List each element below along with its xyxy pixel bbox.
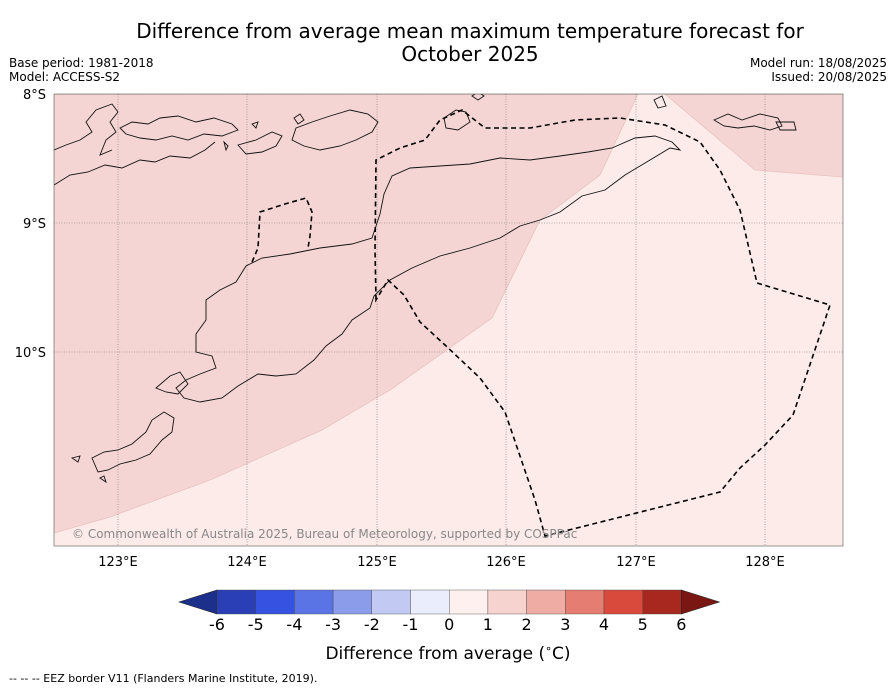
- run-info: Model run: 18/08/2025 Issued: 20/08/2025: [750, 56, 887, 84]
- lat-label-10s: 10°S: [15, 346, 46, 361]
- colorbar-tick-label: 3: [560, 615, 570, 634]
- colorbar-cell: [487, 589, 527, 615]
- model-name: Model: ACCESS-S2: [9, 70, 121, 84]
- lat-label-9s: 9°S: [23, 217, 46, 232]
- lon-label-126e: 126°E: [486, 555, 526, 570]
- map-frame: [53, 93, 844, 547]
- colorbar-cell: [332, 589, 373, 615]
- colorbar-cell: [603, 589, 643, 615]
- map-title-line2: October 2025: [401, 42, 539, 66]
- lon-labels: 123°E 124°E 125°E 126°E 127°E 128°E: [98, 555, 785, 570]
- colorbar-extension-high: [681, 589, 721, 615]
- lon-label-127e: 127°E: [616, 555, 656, 570]
- issued-date: Issued: 20/08/2025: [771, 70, 887, 84]
- colorbar-cell: [371, 589, 411, 615]
- model-run: Model run: 18/08/2025: [749, 56, 887, 70]
- colorbar-tick-label: -1: [403, 615, 419, 634]
- colorbar-tick-label: -3: [325, 615, 341, 634]
- lon-label-123e: 123°E: [98, 555, 138, 570]
- colorbar-tick-label: -2: [364, 615, 380, 634]
- anomaly-1-to-2-region-northeast: [664, 94, 843, 178]
- lat-label-8s: 8°S: [23, 88, 46, 103]
- base-period: Base period: 1981-2018: [9, 56, 154, 70]
- lon-label-128e: 128°E: [745, 555, 785, 570]
- model-info: Base period: 1981-2018 Model: ACCESS-S2: [9, 56, 154, 84]
- colorbar-tick-label: -4: [286, 615, 302, 634]
- eez-footnote: -- -- -- EEZ border V11 (Flanders Marine…: [9, 672, 318, 685]
- colorbar-cell: [216, 589, 256, 615]
- colorbar-cell: [294, 589, 334, 615]
- graticule: [54, 94, 843, 546]
- colorbar-tick-label: -5: [248, 615, 264, 634]
- colorbar-ticks: -6 -5 -4 -3 -2 -1 0 1 2 3 4 5 6: [209, 615, 686, 634]
- eez-border: [251, 109, 832, 537]
- colorbar-tick-label: 2: [522, 615, 532, 634]
- colorbar-tick-label: -6: [209, 615, 225, 634]
- colorbar-cell: [449, 589, 489, 615]
- map-area: © Commonwealth of Australia 2025, Bureau…: [54, 94, 843, 546]
- colorbar-extension-low: [178, 589, 218, 615]
- colorbar-cell: [565, 589, 605, 615]
- colorbar-cells: [178, 589, 721, 615]
- lon-label-125e: 125°E: [357, 555, 397, 570]
- colorbar-cell: [410, 589, 450, 615]
- colorbar-tick-label: 5: [638, 615, 648, 634]
- map-title: Difference from average mean maximum tem…: [90, 20, 850, 66]
- copyright-notice: © Commonwealth of Australia 2025, Bureau…: [72, 527, 577, 541]
- coastlines: [54, 94, 797, 484]
- colorbar-tick-label: 4: [599, 615, 609, 634]
- colorbar-cell: [642, 589, 682, 615]
- lon-label-124e: 124°E: [227, 555, 267, 570]
- map-title-line1: Difference from average mean maximum tem…: [136, 19, 804, 43]
- colorbar-tick-label: 1: [483, 615, 493, 634]
- colorbar-cell: [255, 589, 295, 615]
- colorbar-label: Difference from average (∘C): [325, 642, 570, 664]
- colorbar-tick-label: 6: [676, 615, 686, 634]
- colorbar-tick-label: 0: [444, 615, 454, 634]
- lat-labels: 8°S 9°S 10°S: [15, 88, 46, 361]
- colorbar: -6 -5 -4 -3 -2 -1 0 1 2 3 4 5 6: [178, 589, 721, 634]
- colorbar-cell: [526, 589, 566, 615]
